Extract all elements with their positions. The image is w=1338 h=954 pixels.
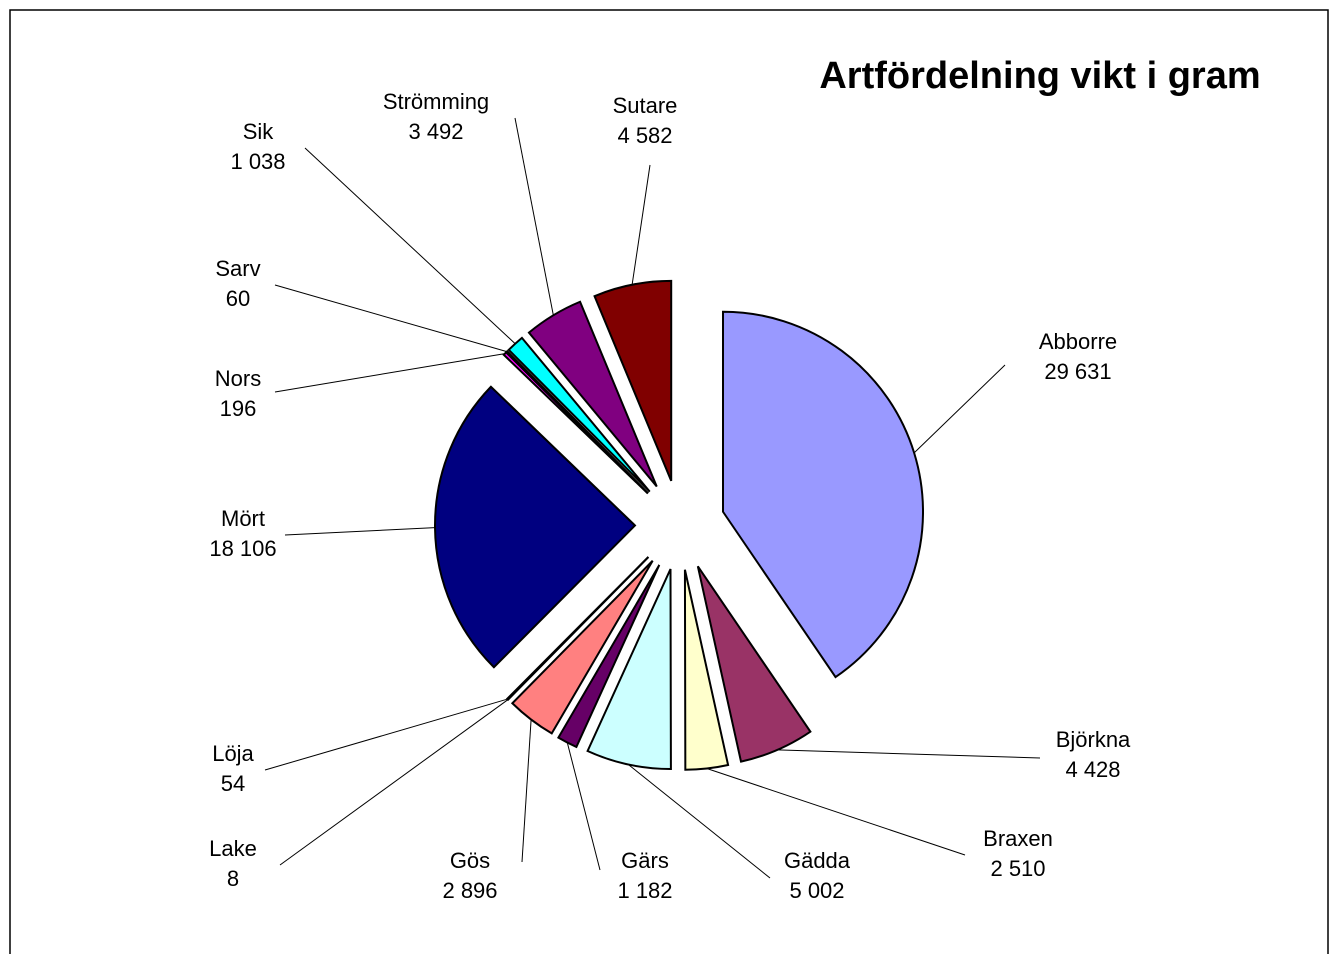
slice-value-label: 1 182 (617, 878, 672, 903)
pie-slice (586, 568, 672, 770)
slice-label: Sarv (215, 256, 260, 281)
pie-slice (527, 300, 658, 488)
leader-line (566, 742, 601, 871)
slice-label: Sik (243, 119, 275, 144)
leader-line (627, 764, 771, 879)
frame (9, 9, 1329, 954)
leader-line (521, 719, 532, 863)
pie-slice (510, 560, 654, 735)
leader-line (274, 284, 507, 353)
slice-value-label: 1 038 (230, 149, 285, 174)
slice-value-label: 29 631 (1044, 359, 1111, 384)
leader-line (706, 768, 966, 856)
slice-value-label: 4 428 (1065, 757, 1120, 782)
slice-label: Löja (212, 741, 254, 766)
pie-slice (557, 564, 661, 749)
slice-label: Strömming (383, 89, 489, 114)
slice-label: Mört (221, 506, 265, 531)
leader-line (279, 699, 509, 866)
pie-slice (434, 385, 637, 669)
slice-label: Lake (209, 836, 257, 861)
slice-label: Gädda (784, 848, 851, 873)
chart-title: Artfördelning vikt i gram (819, 55, 1260, 97)
slice-value-label: 2 896 (442, 878, 497, 903)
slice-value-label: 8 (227, 866, 239, 891)
slice-value-label: 60 (226, 286, 250, 311)
leader-line (274, 353, 506, 393)
leader-line (284, 527, 436, 536)
slice-label: Abborre (1039, 329, 1117, 354)
leader-line (777, 749, 1041, 759)
leader-line (913, 364, 1006, 454)
slice-value-label: 196 (220, 396, 257, 421)
slice-label: Björkna (1056, 727, 1131, 752)
slice-label: Braxen (983, 826, 1053, 851)
leader-line (514, 117, 554, 316)
pie-slice (593, 279, 673, 482)
slice-label: Sutare (613, 93, 678, 118)
slice-value-label: 2 510 (990, 856, 1045, 881)
pie-slice (696, 565, 812, 763)
slice-value-label: 4 582 (617, 123, 672, 148)
leader-line (304, 147, 516, 345)
slice-value-label: 5 002 (789, 878, 844, 903)
slice-value-label: 3 492 (408, 119, 463, 144)
slice-label: Gös (450, 848, 490, 873)
leader-line (631, 164, 651, 285)
slice-label: Gärs (621, 848, 669, 873)
slice-value-label: 18 106 (209, 536, 276, 561)
slice-value-label: 54 (221, 771, 245, 796)
slice-label: Nors (215, 366, 261, 391)
pie-slice (722, 310, 924, 679)
leader-line (264, 698, 508, 771)
